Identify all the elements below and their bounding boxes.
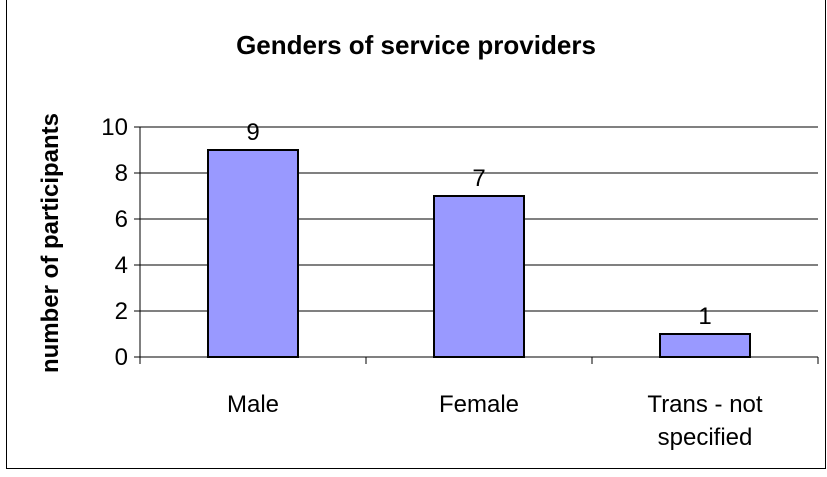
bar-1 [207,149,299,358]
y-tick-label-2: 2 [115,298,128,325]
data-label-3: 1 [698,303,711,330]
y-tick-label-0: 0 [115,344,128,371]
y-tick-label-4: 4 [115,252,128,279]
x-category-label-1: Male [227,391,279,418]
y-tick-label-10: 10 [101,114,128,141]
data-label-1: 9 [246,119,259,146]
chart-frame [6,0,826,469]
x-category-label-3: Trans - not specified [647,391,762,451]
bars [207,149,751,358]
labels: 0 2 4 6 8 10 9 Male 7 Female 1 Trans - not specified [101,114,763,451]
bar-3 [659,333,751,358]
chart-title: Genders of service providers [236,30,596,60]
y-axis-label: number of participants [37,113,64,373]
y-tick-label-6: 6 [115,206,128,233]
x-category-label-2: Female [439,391,519,418]
bar-2 [433,195,525,358]
y-tick-label-8: 8 [115,160,128,187]
axes [134,126,819,364]
data-label-2: 7 [472,165,485,192]
